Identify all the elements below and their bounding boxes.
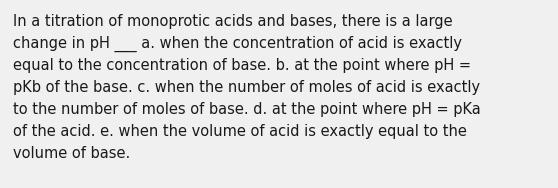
Text: equal to the concentration of base. b. at the point where pH =: equal to the concentration of base. b. a… [13, 58, 471, 73]
Text: of the acid. e. when the volume of acid is exactly equal to the: of the acid. e. when the volume of acid … [13, 124, 467, 139]
Text: In a titration of monoprotic acids and bases, there is a large: In a titration of monoprotic acids and b… [13, 14, 453, 29]
Text: volume of base.: volume of base. [13, 146, 130, 161]
Text: pKb of the base. c. when the number of moles of acid is exactly: pKb of the base. c. when the number of m… [13, 80, 480, 95]
Text: to the number of moles of base. d. at the point where pH = pKa: to the number of moles of base. d. at th… [13, 102, 481, 117]
Text: change in pH ___ a. when the concentration of acid is exactly: change in pH ___ a. when the concentrati… [13, 36, 462, 52]
